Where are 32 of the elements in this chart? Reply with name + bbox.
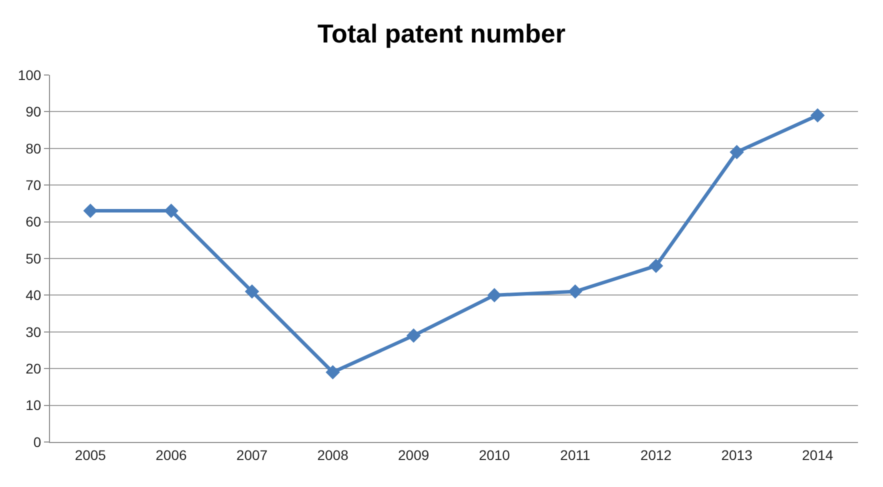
point xyxy=(568,284,582,299)
point xyxy=(487,288,502,302)
point xyxy=(326,365,340,380)
y-tick-label: 40 xyxy=(26,287,42,304)
point xyxy=(244,284,260,299)
y-tick-label: 100 xyxy=(18,66,42,83)
x-tick-label: 2009 xyxy=(398,446,430,463)
point xyxy=(730,144,744,160)
y-tick-label: 50 xyxy=(26,250,42,266)
point xyxy=(810,108,825,123)
x-tick-label: 2006 xyxy=(156,446,187,463)
x-tick-label: 2011 xyxy=(560,446,590,463)
y-tick-label: 70 xyxy=(26,177,42,193)
y-tick-label: 20 xyxy=(26,360,42,376)
x-tick-label: 2005 xyxy=(74,446,106,463)
point xyxy=(83,204,98,218)
x-tick-label: 2014 xyxy=(802,446,834,463)
y-tick-label: 90 xyxy=(26,104,42,120)
point xyxy=(164,204,178,218)
chart-title: Total patent number xyxy=(318,18,566,49)
x-tick-label: 2012 xyxy=(640,446,672,463)
x-tick-label: 2008 xyxy=(317,446,349,463)
y-tick-label: 0 xyxy=(33,434,42,450)
x-tick-label: 2013 xyxy=(721,446,753,463)
point xyxy=(648,258,664,273)
y-tick-label: 10 xyxy=(26,397,42,414)
x-tick-label: 2010 xyxy=(478,446,510,463)
y-tick-label: 60 xyxy=(26,214,42,230)
x-tick-label: 2007 xyxy=(236,446,268,463)
y-tick-label: 80 xyxy=(26,140,42,156)
point xyxy=(406,328,421,343)
y-tick-label: 30 xyxy=(26,324,42,340)
